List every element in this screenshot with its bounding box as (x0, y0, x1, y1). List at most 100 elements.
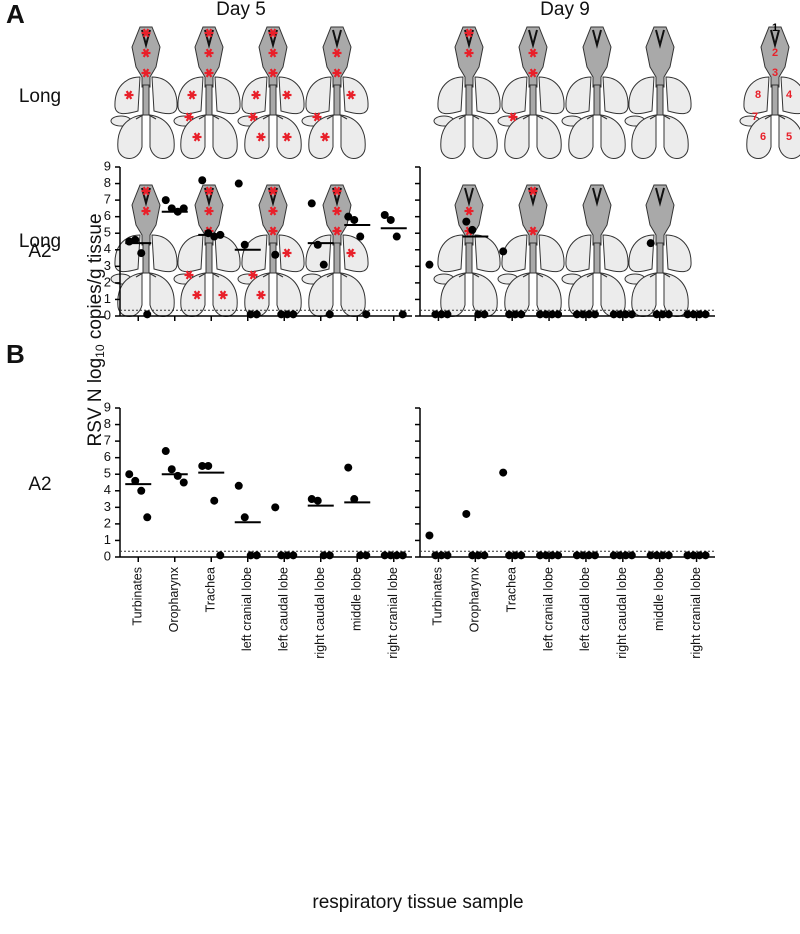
data-point (210, 496, 219, 505)
data-point (234, 481, 243, 490)
data-point (695, 551, 704, 560)
data-point (161, 196, 170, 205)
data-point (356, 232, 365, 241)
site-key-label: 1 (772, 22, 778, 34)
site-key-label: 3 (772, 67, 778, 79)
data-point (627, 310, 636, 319)
data-point (652, 551, 661, 560)
data-point (271, 503, 280, 512)
y-tick-label: 9 (104, 399, 111, 414)
data-point (431, 310, 440, 319)
data-point (701, 310, 710, 319)
data-point (283, 310, 292, 319)
data-point (161, 447, 170, 456)
y-tick-label: 5 (104, 466, 111, 481)
x-tick-label: middle lobe (350, 567, 364, 631)
data-point (462, 217, 471, 226)
data-point (380, 551, 389, 560)
x-tick-label: left caudal lobe (578, 567, 592, 651)
data-point (658, 310, 667, 319)
site-key-label: 7 (752, 111, 758, 123)
data-point (590, 310, 599, 319)
lung-diagram (497, 26, 566, 160)
data-point (443, 551, 452, 560)
data-point (499, 247, 508, 256)
x-tick-label: right caudal lobe (313, 567, 327, 659)
y-tick-label: 1 (104, 291, 111, 306)
data-point (664, 551, 673, 560)
data-point (652, 310, 661, 319)
lung-diagram (624, 26, 693, 160)
site-key-label: 6 (760, 131, 766, 143)
data-point (615, 310, 624, 319)
data-point (198, 461, 207, 470)
data-point (179, 204, 188, 213)
y-tick-label: 2 (104, 515, 111, 530)
data-point (216, 551, 225, 560)
data-point (425, 260, 434, 269)
y-tick-label: 3 (104, 258, 111, 273)
data-point (468, 551, 477, 560)
y-tick-label: 1 (104, 532, 111, 547)
y-tick-label: 8 (104, 416, 111, 431)
data-point (683, 310, 692, 319)
data-point (289, 310, 298, 319)
data-point (609, 310, 618, 319)
data-point (511, 310, 520, 319)
data-point (437, 310, 446, 319)
data-point (167, 465, 176, 474)
data-point (480, 310, 489, 319)
data-point (246, 310, 255, 319)
data-point (204, 461, 213, 470)
data-point (578, 551, 587, 560)
x-tick-label: Oropharynx (468, 566, 482, 632)
y-axis-label-sub: 10 (93, 344, 107, 358)
data-point (289, 551, 298, 560)
row-label: A2 (28, 474, 51, 495)
data-point (536, 310, 545, 319)
data-point (344, 463, 353, 472)
data-point (325, 310, 334, 319)
column-title: Day 5 (216, 0, 266, 20)
y-tick-label: 4 (104, 241, 111, 256)
data-point (179, 478, 188, 487)
data-point (578, 310, 587, 319)
y-tick-label: 9 (104, 158, 111, 173)
data-point (590, 551, 599, 560)
data-point (173, 471, 182, 480)
x-tick-label: right cranial lobe (689, 567, 703, 659)
lung-diagram (624, 184, 693, 318)
lung-diagram (497, 184, 566, 318)
lung-diagram (561, 184, 630, 318)
data-point (462, 509, 471, 518)
site-key-label: 2 (772, 47, 778, 59)
data-point (554, 551, 563, 560)
data-point (137, 486, 146, 495)
row-label: Long (19, 231, 61, 252)
y-tick-label: 3 (104, 499, 111, 514)
data-point (137, 249, 146, 258)
data-point (380, 211, 389, 220)
lung-diagram (237, 26, 306, 160)
data-point (277, 310, 286, 319)
x-tick-label: left caudal lobe (277, 567, 291, 651)
data-point (431, 551, 440, 560)
data-point (271, 250, 280, 259)
data-point (386, 215, 395, 224)
data-point (542, 310, 551, 319)
x-tick-label: left cranial lobe (240, 567, 254, 651)
data-point (344, 212, 353, 221)
data-point (234, 179, 243, 188)
data-point (252, 551, 261, 560)
data-point (695, 310, 704, 319)
data-point (443, 310, 452, 319)
row-label: A2 (28, 241, 51, 262)
data-point (386, 551, 395, 560)
data-point (658, 551, 667, 560)
data-point (398, 551, 407, 560)
data-point (517, 310, 526, 319)
x-tick-label: right cranial lobe (386, 567, 400, 659)
x-tick-label: Turbinates (431, 567, 445, 626)
row-label: Long (19, 86, 61, 107)
